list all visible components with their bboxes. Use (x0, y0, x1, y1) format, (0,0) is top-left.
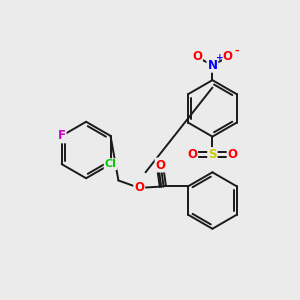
Text: N: N (207, 59, 218, 72)
Text: S: S (208, 148, 217, 161)
Text: O: O (223, 50, 233, 63)
Text: O: O (192, 50, 202, 64)
Text: O: O (228, 148, 238, 161)
Text: +: + (216, 53, 224, 62)
Text: -: - (234, 45, 239, 56)
Text: O: O (156, 158, 166, 172)
Text: O: O (187, 148, 197, 161)
Text: O: O (134, 182, 144, 194)
Text: F: F (58, 129, 66, 142)
Text: Cl: Cl (105, 159, 116, 169)
